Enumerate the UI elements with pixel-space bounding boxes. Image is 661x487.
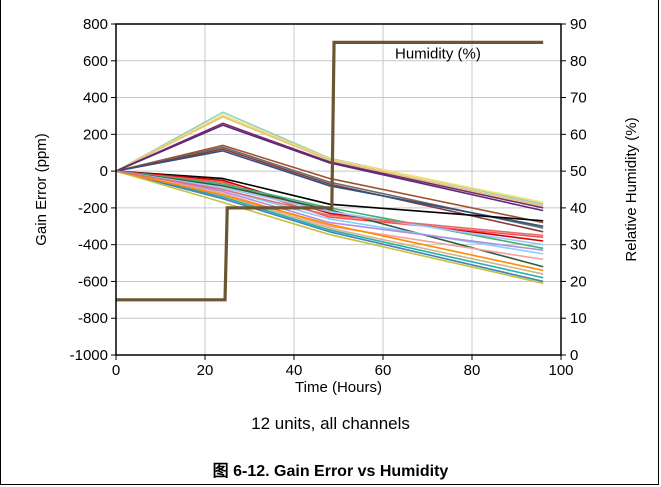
y-tick-label: 200 xyxy=(83,126,108,143)
x-axis-title: Time (Hours) xyxy=(295,379,382,396)
x-tick-label: 60 xyxy=(375,362,392,379)
y2-tick-label: 20 xyxy=(570,273,587,290)
y-tick-label: -1000 xyxy=(70,347,108,364)
gain-error-line xyxy=(115,170,544,251)
gain-error-line xyxy=(115,170,544,268)
y2-tick-label: 30 xyxy=(570,237,587,254)
gain-error-line xyxy=(115,124,544,212)
y-tick-label: 600 xyxy=(83,53,108,70)
y2-axis-title: Relative Humidity (%) xyxy=(623,117,640,261)
y-tick-label: -600 xyxy=(78,273,108,290)
gain-error-line xyxy=(115,170,544,222)
gain-error-series xyxy=(115,111,544,285)
plot-area xyxy=(115,23,562,356)
y-tick-label: 800 xyxy=(83,16,108,33)
gain-error-line xyxy=(115,170,544,237)
x-tick-label: 0 xyxy=(112,362,120,379)
y2-tick-label: 80 xyxy=(570,53,587,70)
y-tick-label: -800 xyxy=(78,310,108,327)
y2-tick-label: 90 xyxy=(570,16,587,33)
gain-error-line xyxy=(115,114,544,204)
x-tick-labels: 0 20 40 60 80 100 xyxy=(112,355,574,379)
gain-error-line xyxy=(115,122,544,209)
gain-error-line xyxy=(115,148,544,233)
gain-error-chart: 0 20 40 60 80 100 8006004002000-200-400-600-8… xyxy=(33,16,640,396)
gain-error-line xyxy=(115,150,544,228)
gain-error-line xyxy=(115,146,544,229)
y2-tick-label: 0 xyxy=(570,347,578,364)
gain-error-line xyxy=(115,170,544,283)
y2-tick-label: 10 xyxy=(570,310,587,327)
x-tick-label: 100 xyxy=(548,362,573,379)
y-tick-label: 0 xyxy=(100,163,108,180)
x-tick-label: 80 xyxy=(464,362,481,379)
x-tick-label: 40 xyxy=(286,362,303,379)
humidity-line xyxy=(116,40,544,302)
y-tick-label: 400 xyxy=(83,90,108,107)
humidity-legend-label: Humidity (%) xyxy=(395,45,481,62)
humidity-series xyxy=(116,40,544,302)
figure-caption: 图 6-12. Gain Error vs Humidity xyxy=(212,463,449,480)
y2-tick-labels: 90 80 70 60 50 40 30 20 10 0 xyxy=(561,16,587,364)
y2-tick-label: 40 xyxy=(570,200,587,217)
gain-error-line xyxy=(115,170,544,246)
grid xyxy=(115,23,562,356)
y2-tick-label: 60 xyxy=(570,126,587,143)
y-axis-title: Gain Error (ppm) xyxy=(33,133,50,246)
x-tick-label: 20 xyxy=(197,362,214,379)
y-tick-label: -400 xyxy=(78,237,108,254)
y2-tick-label: 50 xyxy=(570,163,587,180)
chart-subtitle: 12 units, all channels xyxy=(251,414,410,433)
y-tick-labels: 800 600 400 200 0 -200 -400 -600 -800 -1000 xyxy=(70,16,116,364)
gain-error-line xyxy=(115,116,544,207)
y-tick-label: -200 xyxy=(78,200,108,217)
y2-tick-label: 70 xyxy=(570,90,587,107)
gain-error-line xyxy=(115,170,544,285)
gain-error-line xyxy=(115,144,544,224)
gain-error-line xyxy=(115,170,544,279)
gain-error-line xyxy=(115,170,544,272)
